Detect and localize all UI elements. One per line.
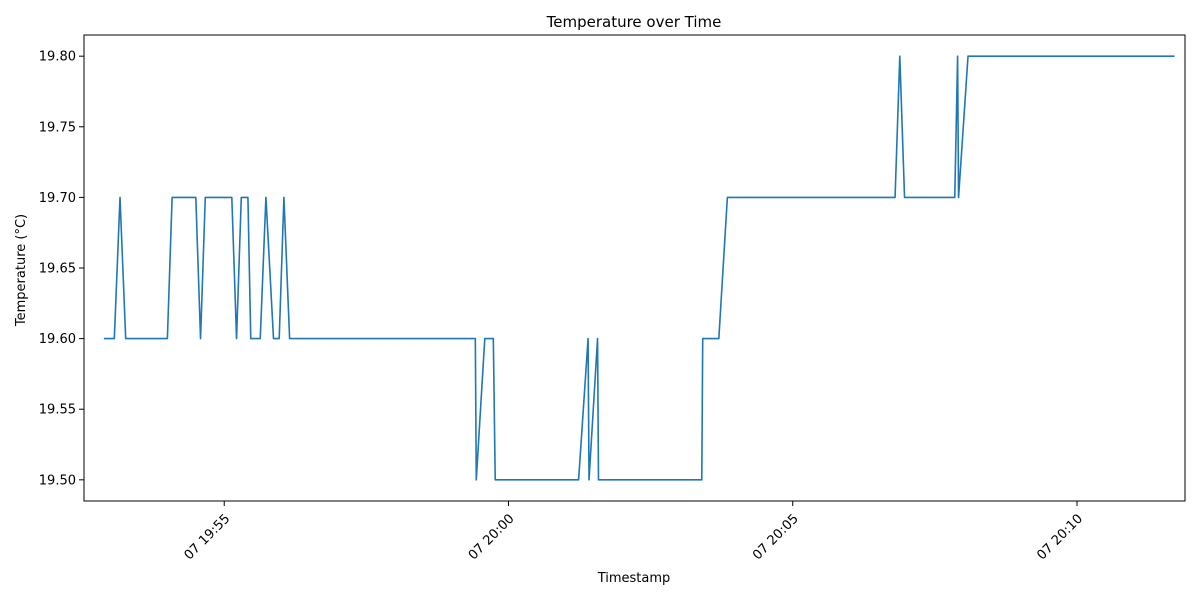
y-tick-label: 19.55 [39,403,76,418]
temperature-series-line [103,55,1175,481]
x-tick-label: 07 20:05 [750,511,802,563]
plot-frame [83,34,1186,502]
y-tick-label: 19.75 [39,120,76,135]
y-axis-ticks: 19.50 19.55 19.60 19.65 19.70 19.75 19.80 [39,50,84,488]
x-axis-label: Timestamp [597,571,671,586]
x-tick-label: 07 20:10 [1034,511,1086,563]
y-tick-label: 19.65 [39,262,76,277]
y-tick-label: 19.70 [39,191,76,206]
x-tick-label: 07 20:00 [466,511,518,563]
y-tick-label: 19.60 [39,332,76,347]
chart-title: Temperature over Time [546,13,722,31]
x-axis-ticks: 07 19:55 07 20:00 07 20:05 07 20:10 [182,501,1086,563]
y-tick-label: 19.50 [39,473,76,488]
x-tick-label: 07 19:55 [182,511,234,563]
y-axis-label: Temperature (°C) [14,214,29,327]
y-tick-label: 19.80 [39,50,76,65]
